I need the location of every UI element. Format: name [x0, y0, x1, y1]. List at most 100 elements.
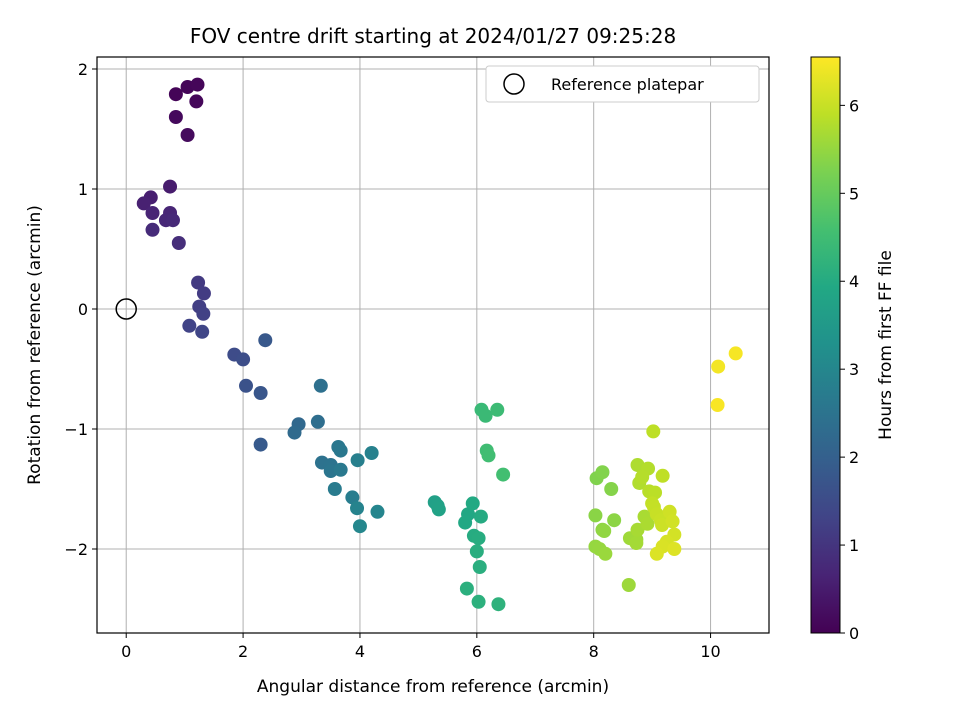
data-point	[195, 324, 210, 339]
colorbar-tick-label: 1	[849, 536, 859, 555]
reference-point	[115, 298, 137, 320]
data-point	[478, 408, 493, 423]
data-point	[370, 504, 385, 519]
data-point	[145, 222, 160, 237]
data-point	[595, 465, 610, 480]
data-point	[490, 402, 505, 417]
data-point	[171, 236, 186, 250]
data-point	[168, 87, 183, 102]
data-point	[352, 519, 367, 534]
data-point	[163, 179, 178, 194]
colorbar-label: Hours from first FF file	[876, 250, 896, 440]
y-tick-label: −1	[64, 420, 88, 439]
data-point	[481, 448, 496, 463]
data-point	[597, 524, 612, 538]
y-tick-label: −2	[64, 540, 88, 559]
data-point	[136, 196, 151, 211]
data-point	[649, 546, 664, 561]
data-point	[327, 482, 342, 496]
data-point	[350, 453, 365, 468]
colorbar-tick-label: 2	[849, 448, 859, 467]
colorbar-ticks: 0 1 2 3 4 5 6	[840, 96, 859, 643]
data-point	[665, 514, 680, 529]
data-point	[258, 333, 273, 348]
data-point	[655, 518, 670, 532]
data-point	[333, 462, 348, 477]
data-point	[239, 378, 254, 393]
data-point	[621, 578, 636, 592]
chart-title: FOV centre drift starting at 2024/01/27 …	[190, 24, 676, 48]
data-point	[728, 346, 743, 361]
data-point	[333, 443, 348, 458]
data-point	[635, 470, 650, 484]
data-point	[629, 536, 644, 550]
legend: Reference platepar	[485, 65, 760, 103]
data-point	[191, 275, 206, 290]
y-tick-label: 0	[78, 300, 88, 319]
data-point	[588, 508, 603, 523]
x-tick-label: 8	[589, 642, 599, 661]
data-point	[168, 110, 183, 124]
x-axis-ticks: 0 2 4 6 8 10	[121, 633, 721, 661]
data-point	[471, 531, 486, 546]
x-tick-label: 10	[700, 642, 720, 661]
data-point	[189, 94, 204, 109]
data-point	[350, 501, 365, 516]
data-point	[364, 446, 379, 460]
colorbar-gradient	[810, 56, 841, 634]
data-point	[604, 482, 619, 496]
data-point	[196, 286, 211, 301]
data-point	[655, 468, 670, 483]
data-point	[310, 414, 325, 429]
data-point	[667, 542, 682, 556]
data-point	[182, 318, 197, 333]
y-axis-label: Rotation from reference (arcmin)	[25, 205, 45, 485]
x-tick-label: 2	[238, 642, 248, 661]
data-point	[648, 485, 663, 500]
x-axis-label: Angular distance from reference (arcmin)	[257, 677, 609, 697]
data-point	[598, 546, 613, 561]
colorbar: 0 1 2 3 4 5 6 Hours from first FF file	[810, 56, 896, 643]
colorbar-tick-label: 3	[849, 360, 859, 379]
data-point	[196, 306, 211, 321]
data-point	[710, 398, 725, 412]
y-tick-label: 2	[78, 60, 88, 79]
data-point	[646, 424, 661, 439]
data-point	[473, 509, 488, 524]
data-point	[469, 544, 484, 559]
data-point	[165, 213, 180, 228]
data-point	[630, 458, 645, 472]
y-tick-label: 1	[78, 180, 88, 199]
data-point	[145, 206, 160, 220]
x-tick-label: 6	[472, 642, 482, 661]
data-point	[491, 597, 506, 612]
data-point	[496, 467, 511, 482]
colorbar-tick-label: 4	[849, 272, 859, 291]
y-axis-ticks: −2 −1 0 1 2	[64, 60, 97, 559]
legend-box	[485, 65, 760, 103]
data-point	[287, 425, 302, 440]
data-point	[253, 437, 268, 452]
legend-marker	[503, 73, 525, 95]
data-point	[640, 516, 655, 531]
data-point	[313, 378, 328, 393]
data-point	[180, 128, 195, 142]
colorbar-tick-label: 6	[849, 96, 859, 115]
data-point	[472, 560, 487, 574]
data-point	[431, 502, 446, 517]
data-point	[471, 594, 486, 609]
data-point	[465, 496, 480, 511]
colorbar-tick-label: 0	[849, 624, 859, 643]
data-point	[190, 77, 205, 92]
data-point	[345, 490, 360, 505]
x-tick-label: 0	[121, 642, 131, 661]
data-point	[711, 359, 726, 374]
data-point	[607, 513, 622, 528]
legend-label: Reference platepar	[551, 75, 704, 94]
x-tick-label: 4	[355, 642, 365, 661]
data-points	[136, 77, 743, 612]
data-point	[459, 581, 474, 596]
grid-lines	[97, 57, 769, 633]
data-point	[458, 515, 473, 530]
